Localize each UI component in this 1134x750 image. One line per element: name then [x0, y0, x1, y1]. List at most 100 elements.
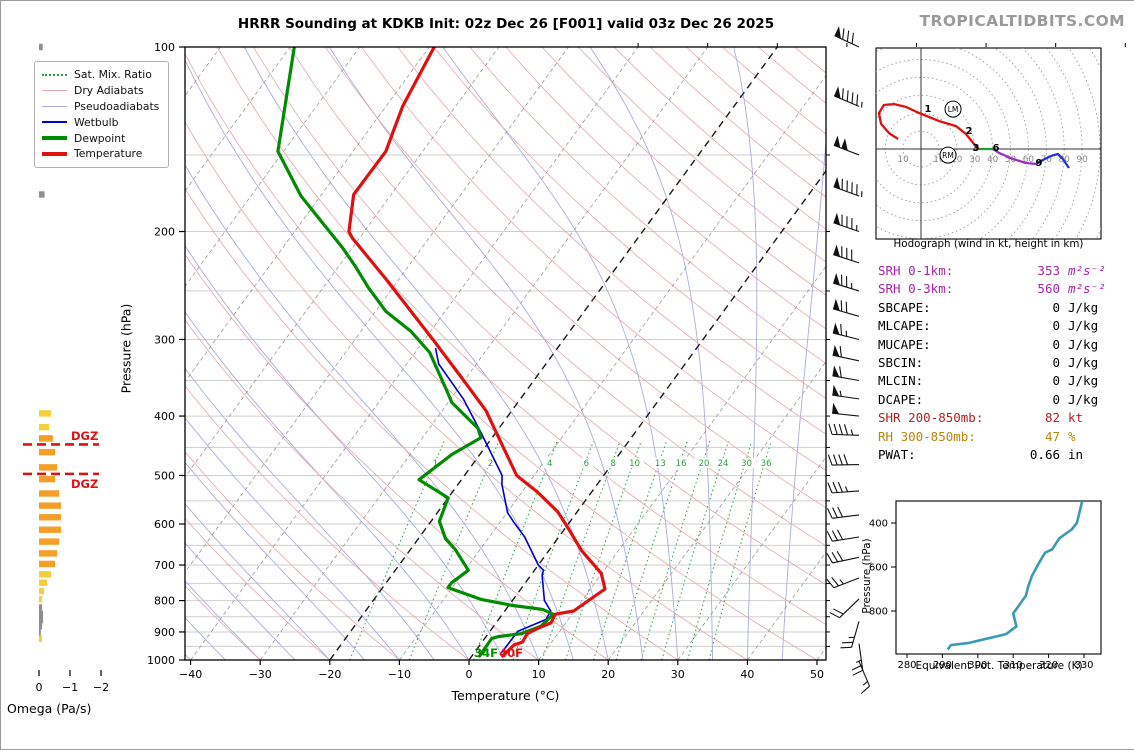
dgz-label-lower: DGZ [71, 477, 98, 491]
stat-value: 0 [1012, 317, 1060, 335]
stat-value: 0 [1012, 336, 1060, 354]
stat-unit: J/kg [1068, 336, 1098, 354]
stat-label: SRH 0-1km: [878, 262, 1012, 280]
stat-row: SHR 200-850mb:82 kt [878, 409, 1130, 427]
stat-label: RH 300-850mb: [878, 428, 1012, 446]
svg-text:400: 400 [154, 410, 175, 423]
skewt-xaxis-title: Temperature (°C) [185, 688, 826, 703]
svg-text:−1: −1 [62, 681, 78, 694]
stat-unit: m²s⁻² [1068, 262, 1106, 280]
legend-line-sample [42, 152, 67, 156]
stat-label: SRH 0-3km: [878, 280, 1012, 298]
legend-line-sample [42, 74, 67, 76]
svg-text:6: 6 [584, 459, 589, 469]
stat-label: SBCIN: [878, 354, 1012, 372]
svg-text:30: 30 [969, 155, 981, 165]
svg-text:800: 800 [154, 595, 175, 608]
legend-item-label: Wetbulb [74, 116, 118, 129]
legend-item: Dewpoint [42, 130, 159, 146]
stat-row: SBCIN:0 J/kg [878, 354, 1130, 372]
stat-row: RH 300-850mb:47% [878, 428, 1130, 446]
legend-item: Pseudoadiabats [42, 99, 159, 115]
legend-item: Wetbulb [42, 114, 159, 130]
stat-unit: J/kg [1068, 299, 1098, 317]
stat-unit: J/kg [1068, 391, 1098, 409]
svg-text:500: 500 [154, 469, 175, 482]
stat-unit: in [1068, 446, 1083, 464]
stat-label: SBCAPE: [878, 299, 1012, 317]
hodograph-caption: Hodograph (wind in kt, height in km) [876, 238, 1101, 250]
svg-text:0: 0 [36, 681, 43, 694]
stat-value: 0 [1012, 391, 1060, 409]
stat-value: 0 [1012, 354, 1060, 372]
stat-value: 47 [1012, 428, 1060, 446]
legend-item: Temperature [42, 146, 159, 162]
svg-text:90: 90 [1076, 155, 1088, 165]
stat-unit: J/kg [1068, 354, 1098, 372]
surface-temperature-label: 40F [492, 646, 530, 660]
stat-label: PWAT: [878, 446, 1012, 464]
svg-text:−30: −30 [249, 668, 272, 681]
legend-line-sample [42, 90, 67, 91]
svg-text:−10: −10 [388, 668, 411, 681]
svg-text:16: 16 [676, 459, 687, 469]
chart-title: HRRR Sounding at KDKB Init: 02z Dec 26 [… [151, 16, 861, 32]
stat-label: MUCAPE: [878, 336, 1012, 354]
svg-text:600: 600 [154, 518, 175, 531]
svg-text:10: 10 [532, 668, 546, 681]
thetae-yaxis-title: Pressure (hPa) [861, 516, 873, 636]
svg-text:9: 9 [1035, 158, 1042, 169]
legend-item-label: Dry Adiabats [74, 84, 144, 97]
stat-unit: kt [1068, 409, 1083, 427]
dgz-lines [23, 444, 99, 473]
stat-label: MLCAPE: [878, 317, 1012, 335]
legend-item-label: Dewpoint [74, 132, 125, 145]
svg-text:LM: LM [948, 105, 959, 114]
svg-text:2: 2 [488, 459, 493, 469]
stat-value: 82 [1012, 409, 1060, 427]
legend-line-sample [42, 136, 67, 140]
svg-text:3: 3 [972, 143, 979, 154]
svg-text:10: 10 [629, 459, 640, 469]
stat-unit: % [1068, 428, 1076, 446]
svg-text:100: 100 [154, 41, 175, 54]
stat-value: 0 [1012, 372, 1060, 390]
svg-text:2: 2 [965, 126, 972, 137]
svg-text:13: 13 [655, 459, 666, 469]
legend-line-sample [42, 121, 67, 123]
stat-unit: m²s⁻² [1068, 280, 1106, 298]
thetae-xaxis-title: Equivalent Pot. Temperature (K) [894, 660, 1104, 672]
svg-text:RM: RM [942, 151, 954, 160]
svg-text:36: 36 [761, 459, 772, 469]
svg-text:40: 40 [740, 668, 754, 681]
omega-axis-title: Omega (Pa/s) [7, 701, 91, 716]
stat-row: MUCAPE:0 J/kg [878, 336, 1130, 354]
legend-item: Dry Adiabats [42, 83, 159, 99]
stat-label: SHR 200-850mb: [878, 409, 1012, 427]
svg-text:6: 6 [993, 143, 1000, 154]
svg-text:−40: −40 [179, 668, 202, 681]
svg-text:30: 30 [671, 668, 685, 681]
svg-text:300: 300 [154, 333, 175, 346]
legend-item-label: Temperature [74, 147, 142, 160]
svg-text:30: 30 [741, 459, 752, 469]
svg-text:40: 40 [987, 155, 999, 165]
svg-text:900: 900 [154, 626, 175, 639]
svg-text:−20: −20 [318, 668, 341, 681]
svg-text:50: 50 [810, 668, 824, 681]
site-watermark: TROPICALTIDBITS.COM [920, 12, 1125, 30]
svg-text:10: 10 [897, 155, 909, 165]
stat-value: 0 [1012, 299, 1060, 317]
legend-item-label: Pseudoadiabats [74, 100, 159, 113]
svg-text:700: 700 [154, 559, 175, 572]
svg-text:200: 200 [154, 226, 175, 239]
